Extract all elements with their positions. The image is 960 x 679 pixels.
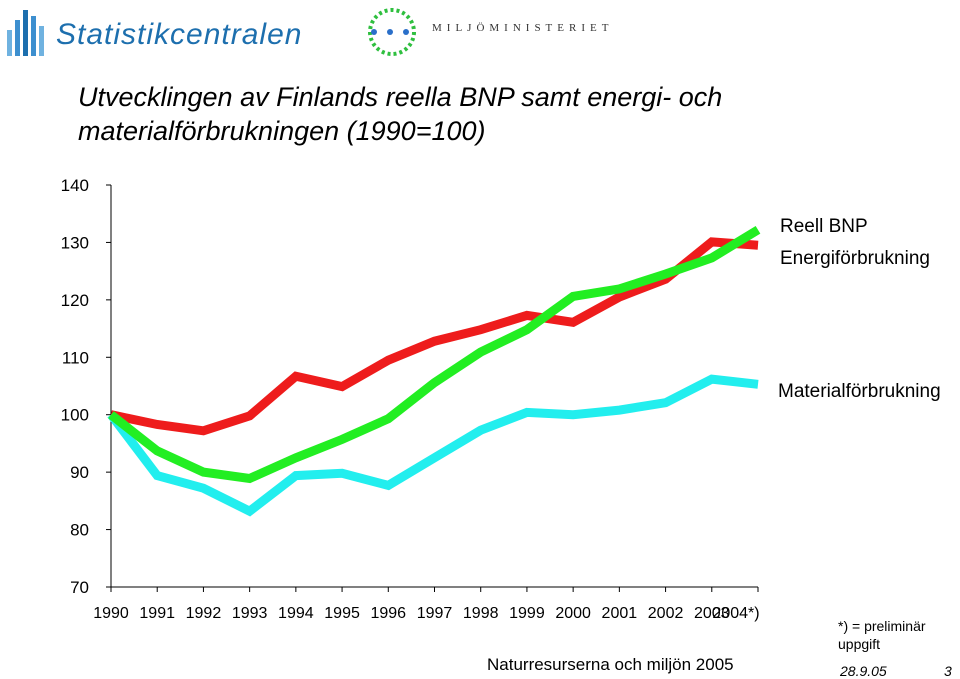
y-tick-label: 110 <box>62 348 89 367</box>
x-tick-label: 1994 <box>278 605 314 622</box>
statistikcentralen-logo: Statistikcentralen <box>4 4 301 60</box>
y-tick-label: 130 <box>61 233 89 252</box>
x-tick-label: 1991 <box>139 605 175 622</box>
miljoministeriet-logo-mark <box>368 8 416 56</box>
y-tick-label: 90 <box>70 463 89 482</box>
x-tick-label: 2002 <box>648 605 684 622</box>
x-tick-label: 1998 <box>463 605 499 622</box>
y-tick-label: 120 <box>61 291 89 310</box>
legend: Reell BNP Energiförbrukning Materialförbru… <box>778 216 941 402</box>
y-tick-label: 70 <box>70 578 89 597</box>
x-axis: 1990 1991 1992 1993 1994 1995 1996 1997 1998 1999… <box>93 586 760 622</box>
y-tick-label: 80 <box>70 521 89 540</box>
chart-title-line2: materialförbrukningen (1990=100) <box>78 116 486 146</box>
x-tick-label: 1992 <box>186 605 222 622</box>
footnote: *) = preliminär uppgift <box>838 617 958 653</box>
x-tick-label: 1997 <box>417 605 453 622</box>
x-tick-label: 1996 <box>370 605 406 622</box>
footnote-line1: *) = preliminär <box>838 618 926 634</box>
x-tick-label: 1995 <box>324 605 360 622</box>
chart-title-line1: Utvecklingen av Finlands reella BNP samt… <box>78 82 723 112</box>
footer-date: 28.9.05 <box>840 663 887 679</box>
miljoministeriet-logo: MILJÖMINISTERIET <box>360 4 608 60</box>
series-line-energiforbrukning <box>108 225 761 484</box>
y-axis: 70 80 90 100 110 120 130 140 <box>61 176 112 597</box>
x-tick-label: 2001 <box>602 605 638 622</box>
y-tick-label: 100 <box>61 406 89 425</box>
x-tick-label: 2000 <box>555 605 591 622</box>
x-tick-label: 2003 <box>694 605 730 622</box>
legend-energiforbrukning: Energiförbrukning <box>780 248 930 269</box>
page-number: 3 <box>944 663 952 679</box>
miljoministeriet-name: MILJÖMINISTERIET <box>432 22 614 34</box>
footer-source: Naturresurserna och miljön 2005 <box>487 655 734 674</box>
x-tick-label: 1993 <box>232 605 268 622</box>
y-tick-label: 140 <box>61 176 89 195</box>
x-tick-label: 1999 <box>509 605 545 622</box>
x-tick-label: 2004*) <box>712 605 759 622</box>
series-line-reell-bnp <box>110 237 759 436</box>
footnote-line2: uppgift <box>838 636 881 652</box>
legend-reell-bnp: Reell BNP <box>780 216 868 237</box>
series-line-materialforbrukning <box>107 374 759 517</box>
chart-title: Utvecklingen av Finlands reella BNP samt… <box>78 80 798 148</box>
series-lines <box>107 225 761 517</box>
x-tick-label: 1990 <box>93 605 129 622</box>
legend-materialforbrukning: Materialförbrukning <box>778 381 941 402</box>
statistikcentralen-name: Statistikcentralen <box>56 18 303 51</box>
statistikcentralen-logo-mark <box>7 10 44 56</box>
